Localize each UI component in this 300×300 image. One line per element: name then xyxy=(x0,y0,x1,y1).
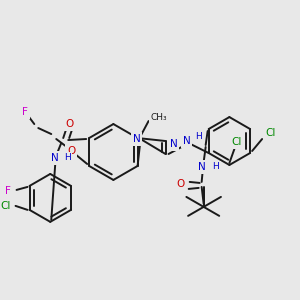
Text: N: N xyxy=(169,139,177,149)
Text: F: F xyxy=(4,186,10,196)
Text: N: N xyxy=(198,162,206,172)
Text: O: O xyxy=(65,119,73,129)
Text: Cl: Cl xyxy=(265,128,275,138)
Text: N: N xyxy=(51,153,59,163)
Text: H: H xyxy=(195,131,202,140)
Text: H: H xyxy=(212,163,219,172)
Text: Cl: Cl xyxy=(231,137,242,147)
Text: F: F xyxy=(22,107,28,117)
Text: O: O xyxy=(177,179,185,189)
Text: Cl: Cl xyxy=(0,201,11,211)
Text: O: O xyxy=(67,146,75,156)
Text: H: H xyxy=(64,154,70,163)
Text: N: N xyxy=(183,136,190,146)
Text: N: N xyxy=(133,134,140,144)
Text: CH₃: CH₃ xyxy=(150,112,167,122)
